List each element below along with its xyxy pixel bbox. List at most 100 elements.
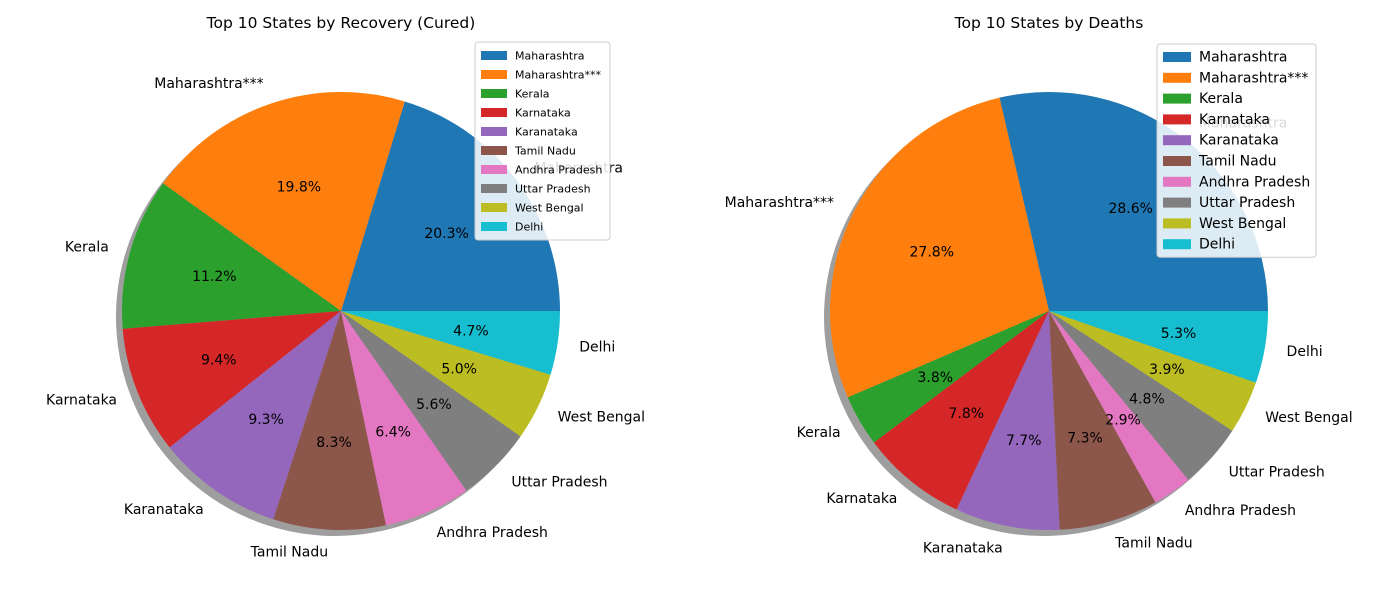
slice-percent-label: 8.3% xyxy=(316,435,352,451)
slice-label: Maharashtra*** xyxy=(725,195,834,211)
legend-entry-andhra-pradesh: Andhra Pradesh xyxy=(1199,174,1310,190)
pie-wedge-delhi xyxy=(1049,311,1268,383)
legend-entry-maharashtra: Maharashtra xyxy=(515,50,585,63)
legend-swatch xyxy=(1163,135,1191,146)
pie-wedge-kerala xyxy=(121,183,341,329)
slice-label: Andhra Pradesh xyxy=(437,525,548,541)
legend-swatch xyxy=(1163,218,1191,229)
slice-percent-label: 3.9% xyxy=(1149,362,1185,378)
pie-wedge-karnataka xyxy=(873,311,1049,510)
slice-percent-label: 28.6% xyxy=(1108,201,1152,217)
slice-percent-label: 7.3% xyxy=(1067,430,1103,446)
slice-percent-label: 27.8% xyxy=(910,245,954,261)
recovery-pie-chart: Top 10 States by Recovery (Cured) Mahara… xyxy=(46,14,645,561)
legend-entry-delhi: Delhi xyxy=(1199,237,1235,253)
slice-percent-label: 7.7% xyxy=(1006,433,1042,449)
chart-title: Top 10 States by Recovery (Cured) xyxy=(206,14,476,32)
pie-wedge-karnataka xyxy=(122,311,341,448)
pie-wedge-maharashtra xyxy=(341,101,560,311)
slice-percent-label: 9.4% xyxy=(201,352,237,368)
pie-wedge-tamil-nadu xyxy=(273,311,387,530)
legend-entry-kerala: Kerala xyxy=(1199,91,1243,107)
slice-percent-label: 20.3% xyxy=(424,226,468,242)
slice-label: Delhi xyxy=(579,339,615,355)
slice-label: Kerala xyxy=(65,240,109,256)
legend-entry-tamil-nadu: Tamil Nadu xyxy=(514,145,576,158)
slice-label: Karnataka xyxy=(826,491,897,507)
slice-percent-label: 9.3% xyxy=(248,412,284,428)
slice-percent-label: 11.2% xyxy=(192,269,236,285)
slice-percent-label: 7.8% xyxy=(949,406,985,422)
legend-swatch xyxy=(481,222,507,231)
slice-label: Karanataka xyxy=(124,502,204,518)
legend-swatch xyxy=(1163,72,1191,83)
legend-entry-west-bengal: West Bengal xyxy=(515,202,584,215)
legend-entry-uttar-pradesh: Uttar Pradesh xyxy=(1199,195,1295,211)
pie-wedge-kerala xyxy=(847,311,1049,443)
legend-entry-uttar-pradesh: Uttar Pradesh xyxy=(515,183,591,196)
slice-percent-label: 5.6% xyxy=(416,397,452,413)
slice-label: West Bengal xyxy=(1265,410,1352,426)
slice-label: Kerala xyxy=(797,425,841,441)
legend-swatch xyxy=(1163,93,1191,104)
slice-percent-label: 19.8% xyxy=(277,180,321,196)
pie-wedge-uttar-pradesh xyxy=(1049,311,1233,480)
slice-percent-label: 4.7% xyxy=(453,323,489,339)
legend-entry-karnataka: Karnataka xyxy=(1199,112,1270,128)
legend-entry-karanataka: Karanataka xyxy=(515,126,578,139)
slice-label: Tamil Nadu xyxy=(250,545,329,561)
slice-label: Delhi xyxy=(1287,344,1323,360)
legend-swatch xyxy=(481,89,507,98)
slice-label: Karnataka xyxy=(46,393,117,409)
chart-title: Top 10 States by Deaths xyxy=(954,14,1144,32)
legend-entry-delhi: Delhi xyxy=(515,221,543,234)
pie-wedge-west-bengal xyxy=(1049,311,1256,431)
legend-swatch xyxy=(1163,239,1191,250)
pie-wedge-maharashtra xyxy=(830,97,1049,398)
legend-swatch xyxy=(1163,52,1191,62)
legend-entry-tamil-nadu: Tamil Nadu xyxy=(1198,154,1277,170)
legend-entry-maharashtra: Maharashtra*** xyxy=(515,69,601,82)
legend-entry-maharashtra: Maharashtra xyxy=(1199,50,1287,66)
legend-entry-karnataka: Karnataka xyxy=(515,107,571,120)
deaths-pie-chart: Top 10 States by Deaths Maharashtra Mahar… xyxy=(725,14,1353,556)
slice-percent-label: 3.8% xyxy=(918,370,954,386)
legend-entry-karanataka: Karanataka xyxy=(1199,133,1279,149)
pie-wedge-karanataka xyxy=(169,311,341,520)
slice-percent-label: 2.9% xyxy=(1105,413,1141,429)
legend-entry-kerala: Kerala xyxy=(515,88,550,101)
slice-label: Uttar Pradesh xyxy=(511,474,607,490)
pie-wedge-delhi xyxy=(341,311,560,375)
legend-box xyxy=(474,41,611,241)
slice-percent-label: 4.8% xyxy=(1129,392,1165,408)
legend-entry-andhra-pradesh: Andhra Pradesh xyxy=(515,164,602,177)
pie-wedge-west-bengal xyxy=(341,311,551,437)
slice-label: Karanataka xyxy=(923,540,1003,556)
legend-box xyxy=(1156,43,1317,258)
legend-swatch xyxy=(1163,176,1191,187)
pie-wedge-uttar-pradesh xyxy=(341,311,521,491)
slice-label: Andhra Pradesh xyxy=(1185,503,1296,519)
legend-swatch xyxy=(481,70,507,79)
legend-entry-west-bengal: West Bengal xyxy=(1199,216,1286,232)
legend-swatch xyxy=(481,184,507,193)
legend-swatch xyxy=(481,146,507,155)
legend-swatch xyxy=(481,127,507,136)
legend-swatch xyxy=(481,51,507,60)
slice-label: Uttar Pradesh xyxy=(1229,465,1325,481)
pie-wedge-andhra-pradesh xyxy=(1049,311,1189,503)
legend-swatch xyxy=(1163,114,1191,125)
pie-wedge-maharashtra xyxy=(163,92,405,311)
legend-swatch xyxy=(481,108,507,117)
slice-percent-label: 5.3% xyxy=(1161,326,1197,342)
legend-swatch xyxy=(1163,197,1191,208)
slice-percent-label: 5.0% xyxy=(441,361,477,377)
slice-percent-label: 6.4% xyxy=(375,425,411,441)
legend-swatch xyxy=(481,203,507,212)
slice-label: West Bengal xyxy=(558,409,645,425)
pie-wedge-karanataka xyxy=(956,311,1060,530)
pie-wedge-tamil-nadu xyxy=(1049,311,1156,530)
slice-label: Tamil Nadu xyxy=(1114,536,1193,552)
legend-swatch xyxy=(481,165,507,174)
